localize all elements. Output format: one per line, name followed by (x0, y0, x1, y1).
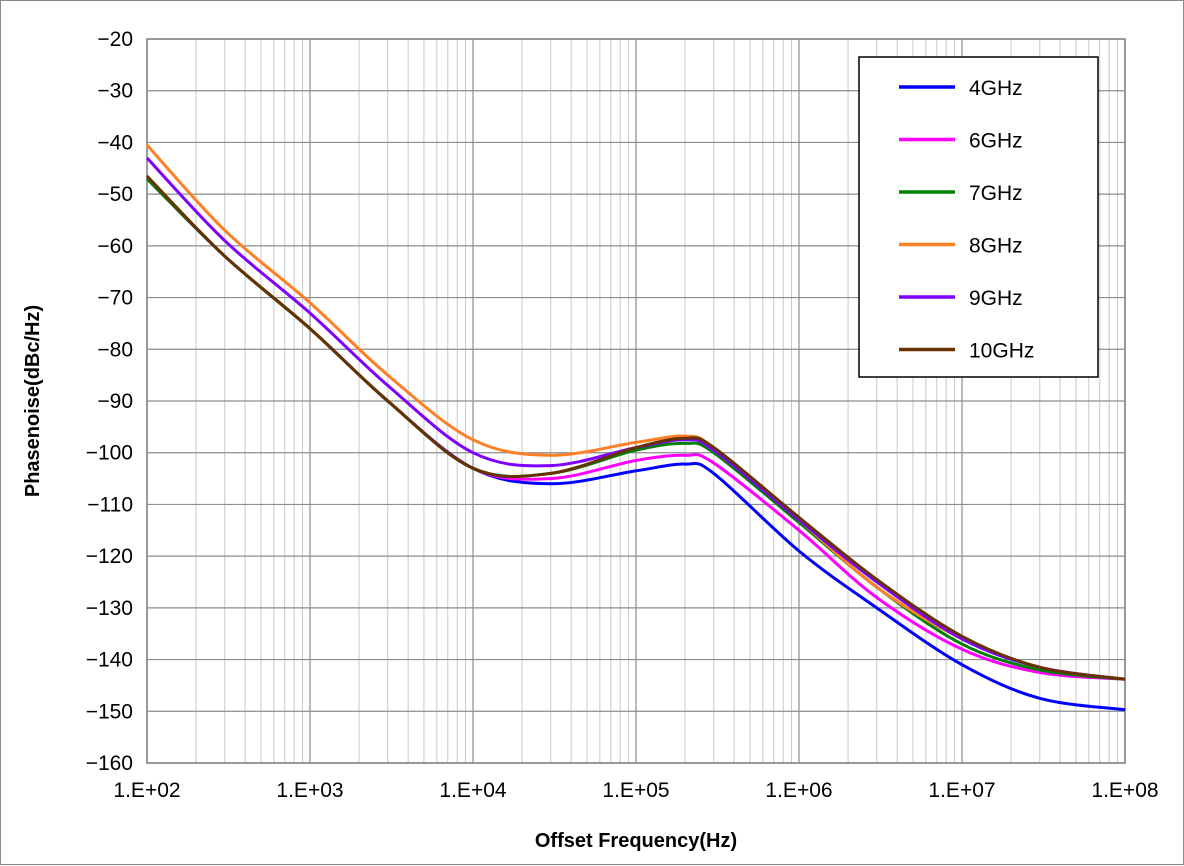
y-tick-label: −130 (86, 597, 133, 620)
y-tick-label: −30 (97, 80, 133, 103)
legend: 4GHz 6GHz 7GHz 8GHz 9GHz 10GHz (858, 56, 1099, 378)
legend-label: 10GHz (969, 340, 1034, 363)
x-tick-label: 1.E+04 (439, 779, 506, 802)
legend-label: 9GHz (969, 287, 1023, 310)
y-tick-label: −100 (86, 442, 133, 465)
legend-box (858, 56, 1099, 378)
series-line-10ghz (145, 174, 1126, 681)
y-tick-label: −140 (86, 649, 133, 672)
legend-label: 4GHz (969, 77, 1023, 100)
y-tick-label: −160 (86, 752, 133, 775)
y-tick-label: −80 (97, 338, 133, 361)
legend-label: 7GHz (969, 182, 1023, 205)
y-tick-label: −120 (86, 545, 133, 568)
x-axis-title: Offset Frequency(Hz) (535, 830, 737, 852)
y-tick-labels: −20 −30 −40 −50 −60 −70 −80 −90 −100 −110 −120 −130… (86, 28, 133, 775)
series-lines (145, 144, 1126, 712)
x-tick-label: 1.E+06 (765, 779, 832, 802)
x-tick-label: 1.E+05 (602, 779, 669, 802)
legend-label: 8GHz (969, 235, 1023, 258)
x-tick-label: 1.E+08 (1091, 779, 1158, 802)
y-tick-label: −90 (97, 390, 133, 413)
y-tick-label: −60 (97, 235, 133, 258)
x-tick-label: 1.E+02 (113, 779, 180, 802)
y-tick-label: −50 (97, 183, 133, 206)
y-axis-title: Phasenoise(dBc/Hz) (22, 305, 44, 497)
y-tick-label: −110 (87, 493, 133, 516)
x-tick-labels: 1.E+02 1.E+03 1.E+04 1.E+05 1.E+06 1.E+07 1.E+… (113, 779, 1158, 802)
legend-label: 6GHz (969, 130, 1023, 153)
y-tick-label: −20 (97, 28, 133, 51)
plot-area (146, 38, 1126, 764)
x-tick-label: 1.E+03 (276, 779, 343, 802)
x-tick-label: 1.E+07 (928, 779, 995, 802)
y-tick-label: −70 (97, 287, 133, 310)
y-tick-label: −150 (86, 700, 133, 723)
y-tick-label: −40 (97, 131, 133, 154)
